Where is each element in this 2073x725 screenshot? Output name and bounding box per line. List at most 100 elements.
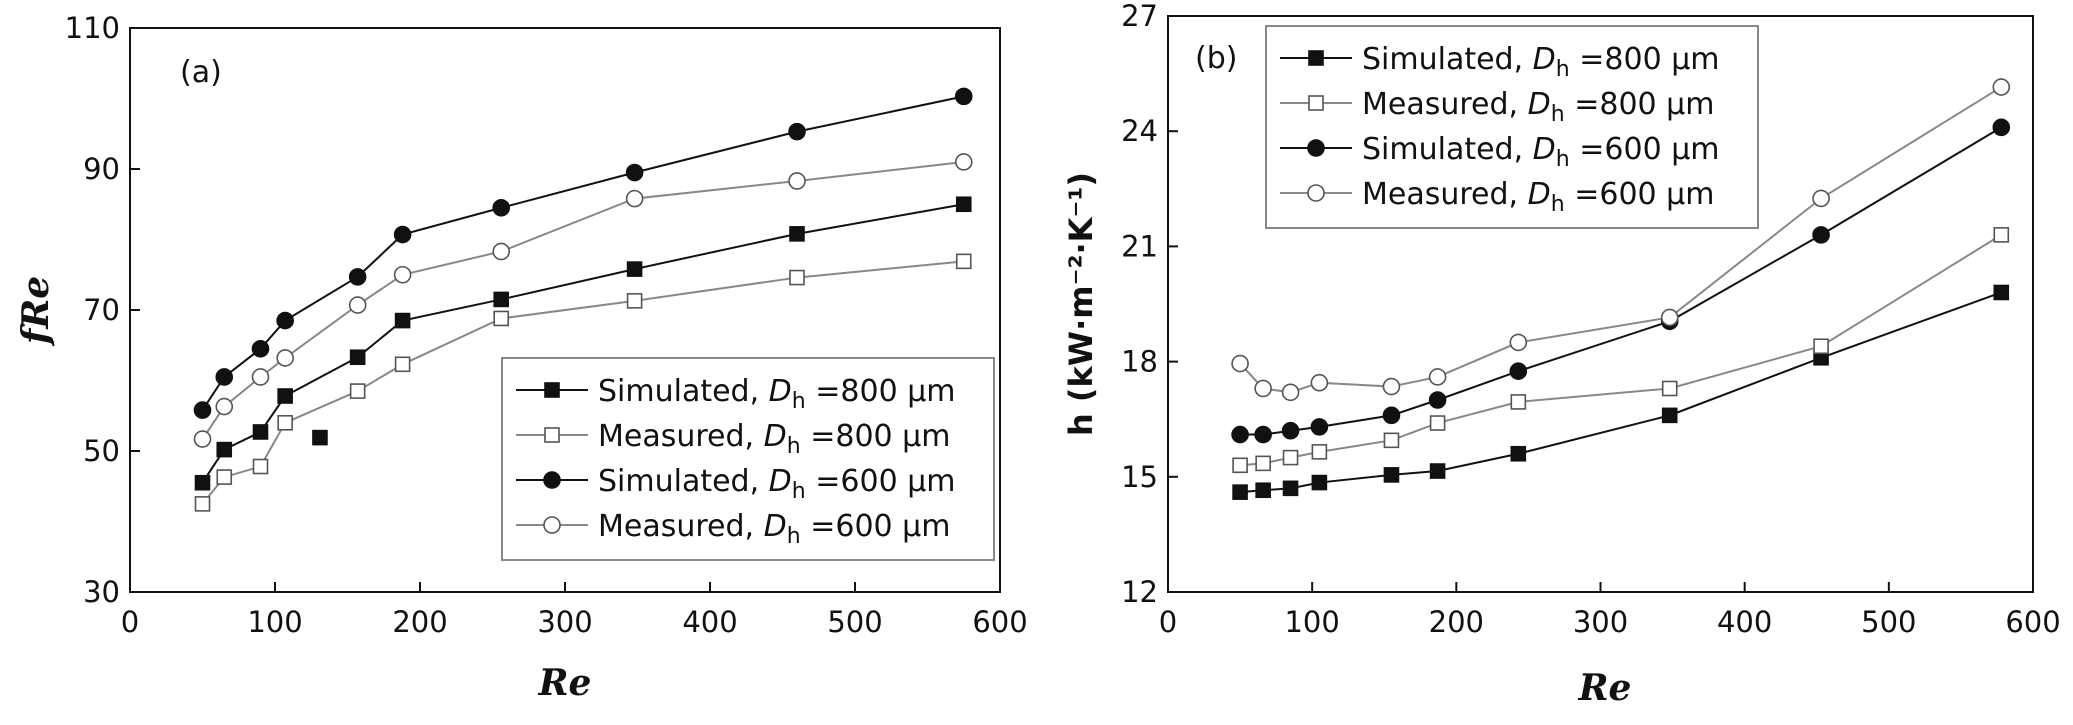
legend-box xyxy=(501,357,995,561)
series-1 xyxy=(194,196,972,491)
data-point xyxy=(1281,383,1300,402)
panel-a: 0 100 200 300 400 500 600 30 50 70 90 110 (a) Re fR… xyxy=(15,11,1028,704)
data-point xyxy=(954,87,973,106)
y-tick-label: 30 xyxy=(83,575,120,609)
legend-entry-2: Measured, Dh =800 μm xyxy=(516,419,950,459)
data-point xyxy=(1993,227,2010,243)
data-point xyxy=(1660,308,1679,327)
data-point xyxy=(216,469,233,485)
data-point xyxy=(788,172,806,190)
legend-entry-1: Simulated, Dh =800 μm xyxy=(516,374,956,414)
x-tick-label: 100 xyxy=(247,605,302,639)
data-point xyxy=(1383,432,1400,449)
data-point xyxy=(492,242,511,261)
data-point xyxy=(1429,415,1446,431)
data-point xyxy=(393,225,412,244)
series-2 xyxy=(194,253,972,512)
data-point xyxy=(789,269,805,286)
data-point xyxy=(955,253,972,270)
data-point xyxy=(276,311,294,330)
legend-marker xyxy=(543,471,561,489)
data-point xyxy=(251,368,270,386)
legend-marker xyxy=(544,427,560,443)
data-point xyxy=(1812,189,1830,208)
data-point xyxy=(1311,474,1328,491)
legend-label: Simulated, Dh =600 μm xyxy=(1362,132,1720,172)
series-1 xyxy=(1232,284,2010,500)
panel-label-b: (b) xyxy=(1195,41,1237,76)
y-tick-label: 24 xyxy=(1121,114,1158,148)
series-b xyxy=(1231,78,2011,500)
data-point xyxy=(349,349,366,366)
y-tick-label: 21 xyxy=(1121,229,1158,263)
data-point xyxy=(626,261,643,277)
data-point xyxy=(393,265,412,284)
data-point xyxy=(1992,118,2011,137)
series-line xyxy=(1240,291,2002,494)
data-point xyxy=(276,349,294,367)
data-point xyxy=(1255,455,1271,472)
data-point xyxy=(1661,407,1678,424)
y-tick-label: 70 xyxy=(83,293,120,327)
legend-entry-4: Measured, Dh =600 μm xyxy=(1280,177,1714,217)
panel-label-a: (a) xyxy=(180,55,222,90)
data-point xyxy=(1510,394,1527,410)
data-point xyxy=(251,339,270,358)
series-3 xyxy=(193,87,973,419)
series-a xyxy=(193,87,973,512)
legend-label: Measured, Dh =800 μm xyxy=(598,419,950,459)
x-tick-label: 500 xyxy=(827,605,882,639)
x-tick-label: 100 xyxy=(1284,605,1339,639)
series-line xyxy=(1239,86,2002,394)
data-point xyxy=(1382,377,1401,396)
legend-marker xyxy=(1308,95,1324,111)
data-point xyxy=(1254,379,1272,398)
data-point xyxy=(1382,406,1401,425)
data-point xyxy=(1281,421,1300,440)
x-axis-title-a: Re xyxy=(538,662,592,704)
ticks-b: 0 100 200 300 400 500 600 12 15 18 21 24 27 xyxy=(1121,0,2061,639)
y-tick-label: 90 xyxy=(83,152,120,186)
data-point xyxy=(625,189,644,208)
legend-marker xyxy=(1308,50,1324,66)
data-point xyxy=(193,430,212,448)
x-tick-label: 200 xyxy=(1429,605,1484,639)
data-point xyxy=(1661,380,1678,397)
data-point xyxy=(277,414,293,431)
legend-marker xyxy=(544,382,560,398)
legend-box xyxy=(1265,25,1759,229)
data-point xyxy=(1310,373,1329,392)
series-4 xyxy=(193,153,973,448)
data-point xyxy=(1510,445,1527,462)
series-4 xyxy=(1231,78,2011,402)
data-point xyxy=(788,122,806,141)
series-2 xyxy=(1232,227,2010,474)
x-tick-label: 600 xyxy=(972,605,1027,639)
data-point xyxy=(348,268,367,286)
x-tick-label: 0 xyxy=(121,605,139,639)
data-point xyxy=(492,198,511,217)
data-point xyxy=(789,226,805,242)
series-line xyxy=(201,203,964,484)
data-point xyxy=(1311,444,1328,460)
data-point xyxy=(1812,226,1830,244)
legend-label: Measured, Dh =800 μm xyxy=(1362,87,1714,127)
data-point xyxy=(1254,425,1272,444)
data-point xyxy=(625,163,644,182)
series-line xyxy=(201,260,964,505)
data-point xyxy=(1231,425,1249,444)
x-tick-label: 300 xyxy=(537,605,592,639)
legend-entry-2: Measured, Dh =800 μm xyxy=(1280,87,1714,127)
data-point xyxy=(349,383,366,399)
y-tick-label: 50 xyxy=(83,434,120,468)
legend-label: Simulated, Dh =800 μm xyxy=(598,374,956,414)
x-tick-label: 500 xyxy=(1861,605,1916,639)
data-point xyxy=(394,312,411,329)
legend-label: Measured, Dh =600 μm xyxy=(598,509,950,549)
data-point xyxy=(1310,418,1329,436)
data-point xyxy=(394,356,411,373)
x-tick-label: 300 xyxy=(1573,605,1628,639)
data-point xyxy=(1255,482,1271,499)
